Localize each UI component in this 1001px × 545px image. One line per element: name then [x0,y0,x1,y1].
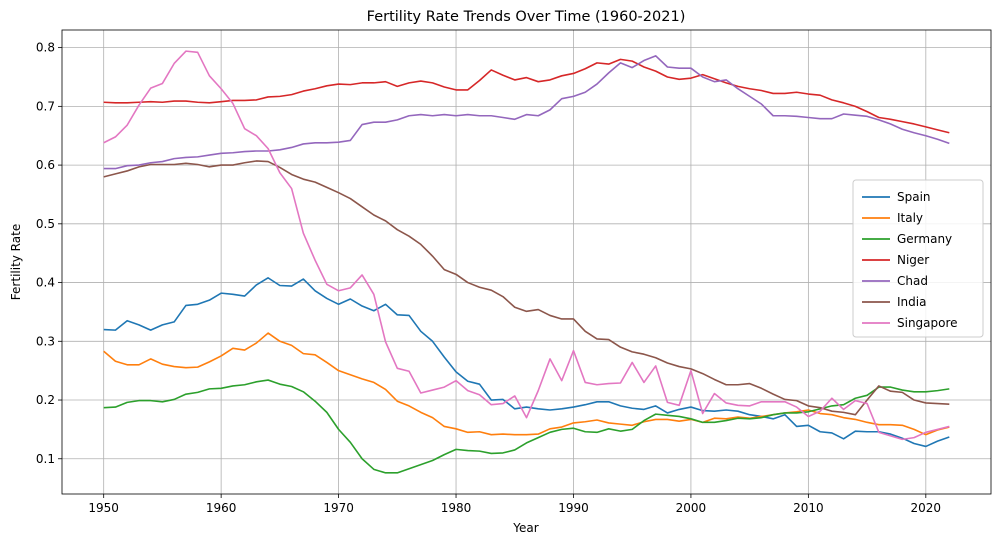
x-tick-label: 2020 [911,501,942,515]
y-tick-label: 0.5 [36,217,55,231]
legend-label-germany: Germany [897,232,952,246]
x-tick-label: 1960 [206,501,237,515]
y-axis: 0.1 0.2 0.3 0.4 0.5 0.6 0.7 0.8 [36,41,62,466]
legend-label-india: India [897,295,926,309]
legend-label-chad: Chad [897,274,928,288]
series-line-niger [103,58,950,134]
series-line-singapore [103,50,950,441]
y-tick-label: 0.3 [36,334,55,348]
y-tick-label: 0.8 [36,41,55,55]
chart-title: Fertility Rate Trends Over Time (1960-20… [367,9,686,25]
legend-box [852,179,984,338]
y-tick-label: 0.6 [36,158,55,172]
legend-label-niger: Niger [897,253,929,267]
x-tick-label: 2010 [793,501,824,515]
x-tick-label: 1990 [558,501,589,515]
x-axis-label: Year [512,521,538,535]
legend-label-italy: Italy [897,211,923,225]
y-tick-label: 0.2 [36,393,55,407]
series-line-italy [103,332,950,436]
plot-frame [61,29,992,495]
series-line-spain [103,277,950,448]
x-axis: 1950 1960 1970 1980 1990 2000 2010 2020 [88,494,941,515]
series-lines [103,50,950,474]
x-tick-label: 1980 [441,501,472,515]
y-tick-label: 0.4 [36,276,55,290]
series-line-germany [103,379,950,474]
series-line-chad [103,55,950,170]
x-tick-label: 2000 [676,501,707,515]
grid [62,30,991,494]
y-tick-label: 0.1 [36,452,55,466]
plot-area [62,30,991,494]
y-tick-label: 0.7 [36,99,55,113]
y-axis-label: Fertility Rate [9,224,23,300]
series-line-india [103,160,950,416]
legend-label-spain: Spain [897,190,931,204]
legend-label-singapore: Singapore [897,316,958,330]
x-tick-label: 1950 [88,501,119,515]
legend: Spain Italy Germany Niger Chad India Singapore [852,179,984,338]
x-tick-label: 1970 [323,501,354,515]
